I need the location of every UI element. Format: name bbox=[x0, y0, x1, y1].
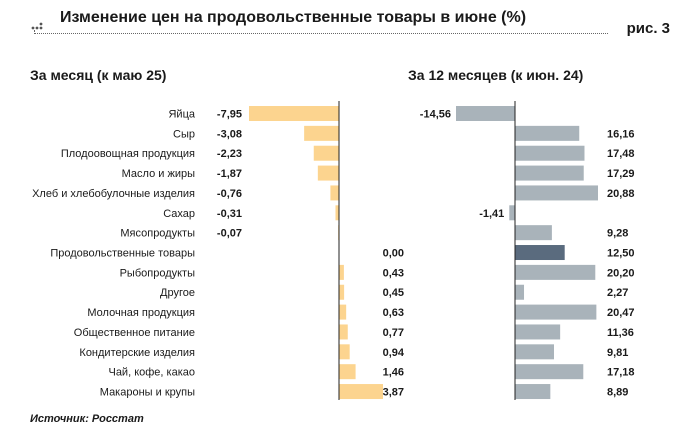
right-panel-title: За 12 месяцев (к июн. 24) bbox=[408, 67, 584, 83]
left-bar bbox=[339, 364, 356, 380]
right-value-label: 20,88 bbox=[607, 188, 635, 200]
page-title: Изменение цен на продовольственные товар… bbox=[60, 9, 527, 26]
header: Изменение цен на продовольственные товар… bbox=[30, 4, 670, 44]
category-label: Яйца bbox=[168, 109, 195, 121]
right-bar bbox=[515, 125, 580, 141]
right-value-label: 16,16 bbox=[607, 128, 635, 140]
left-value-label: 0,45 bbox=[383, 287, 404, 299]
right-bar bbox=[515, 165, 584, 181]
title-divider bbox=[34, 33, 608, 34]
left-bar bbox=[339, 324, 348, 340]
right-bar bbox=[515, 324, 561, 340]
left-value-label: -3,08 bbox=[217, 128, 242, 140]
left-bar bbox=[335, 205, 339, 221]
right-bar bbox=[515, 284, 525, 300]
left-value-label: 3,87 bbox=[383, 387, 404, 399]
category-label: Хлеб и хлебобулочные изделия bbox=[32, 188, 195, 200]
left-bar bbox=[304, 125, 339, 141]
left-bar bbox=[339, 384, 383, 400]
right-bar bbox=[515, 245, 565, 261]
right-value-label: 17,48 bbox=[607, 148, 635, 160]
right-value-label: 9,28 bbox=[607, 228, 628, 240]
left-chart: Яйца -7,95 Сыр -3,08 Плодоовощная продукция -… bbox=[32, 101, 405, 400]
category-label: Рыбопродукты bbox=[120, 267, 196, 279]
right-bar bbox=[515, 225, 552, 241]
category-label: Другое bbox=[160, 287, 195, 299]
right-chart: -14,56 16,16 17,48 17,29 20,88 -1,41 9,28 12,50… bbox=[420, 101, 635, 400]
left-value-label: 0,63 bbox=[383, 307, 404, 319]
right-value-label: 17,18 bbox=[607, 367, 635, 379]
left-value-label: 0,77 bbox=[383, 327, 404, 339]
left-bar bbox=[330, 185, 339, 201]
left-value-label: 0,94 bbox=[383, 347, 405, 359]
left-value-label: -7,95 bbox=[217, 109, 242, 121]
left-bar bbox=[339, 284, 345, 300]
category-label: Макароны и крупы bbox=[100, 387, 195, 399]
right-bar bbox=[515, 384, 551, 400]
category-label: Молочная продукция bbox=[87, 307, 195, 319]
left-bar bbox=[249, 106, 339, 121]
right-value-label: -14,56 bbox=[420, 109, 451, 121]
right-value-label: 11,36 bbox=[607, 327, 634, 339]
source-note: Источник: Росстат bbox=[30, 413, 144, 425]
right-value-label: 12,50 bbox=[607, 248, 635, 260]
left-value-label: -0,76 bbox=[217, 188, 242, 200]
left-value-label: -1,87 bbox=[217, 168, 242, 180]
left-bar bbox=[339, 264, 344, 280]
right-value-label: 8,89 bbox=[607, 387, 628, 399]
left-bar bbox=[339, 344, 350, 360]
right-bar bbox=[515, 364, 584, 380]
category-label: Общественное питание bbox=[74, 327, 195, 339]
dots-icon bbox=[31, 22, 43, 30]
left-value-label: -0,31 bbox=[217, 208, 242, 220]
right-bar bbox=[515, 304, 597, 320]
right-bar bbox=[515, 185, 598, 201]
right-value-label: 2,27 bbox=[607, 287, 628, 299]
left-value-label: -2,23 bbox=[217, 148, 242, 160]
right-bar bbox=[509, 205, 515, 221]
left-value-label: 0,00 bbox=[383, 248, 404, 260]
right-value-label: -1,41 bbox=[479, 208, 504, 220]
category-label: Масло и жиры bbox=[122, 168, 195, 180]
right-bar bbox=[515, 145, 585, 161]
left-bar bbox=[317, 165, 339, 181]
left-value-label: -0,07 bbox=[217, 228, 242, 240]
category-label: Сыр bbox=[173, 128, 195, 140]
right-value-label: 17,29 bbox=[607, 168, 635, 180]
category-label: Мясопродукты bbox=[120, 228, 195, 240]
category-label: Сахар bbox=[163, 208, 195, 220]
category-label: Кондитерские изделия bbox=[79, 347, 195, 359]
right-value-label: 20,20 bbox=[607, 267, 635, 279]
right-bar bbox=[456, 106, 515, 121]
left-bar bbox=[313, 145, 339, 161]
left-panel-title: За месяц (к маю 25) bbox=[30, 67, 167, 83]
right-value-label: 20,47 bbox=[607, 307, 635, 319]
left-value-label: 0,43 bbox=[383, 267, 404, 279]
left-value-label: 1,46 bbox=[383, 367, 404, 379]
left-bar bbox=[339, 304, 347, 320]
right-bar bbox=[515, 344, 554, 360]
category-label: Чай, кофе, какао bbox=[108, 367, 195, 379]
right-bar bbox=[515, 264, 596, 280]
title-divider-tick bbox=[34, 30, 35, 34]
category-label: Плодоовощная продукция bbox=[61, 148, 195, 160]
figure-label: рис. 3 bbox=[626, 20, 670, 37]
right-value-label: 9,81 bbox=[607, 347, 628, 359]
category-label: Продовольственные товары bbox=[50, 248, 195, 260]
